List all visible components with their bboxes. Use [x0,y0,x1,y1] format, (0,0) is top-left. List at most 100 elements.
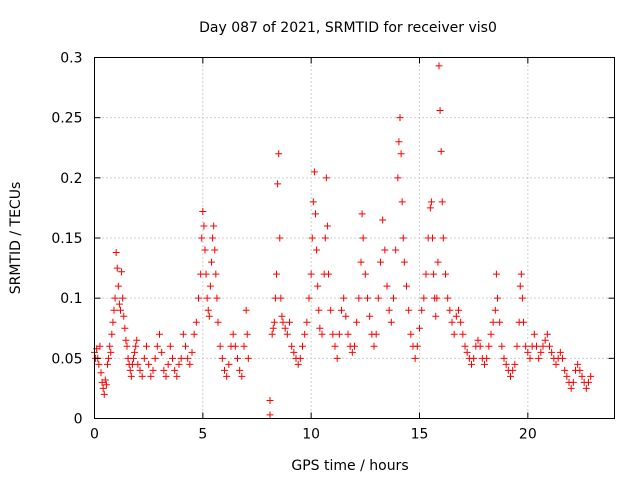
data-point [313,246,321,254]
data-point [323,222,331,230]
axis-ticks [94,57,615,419]
data-point [279,318,287,326]
data-point [432,312,440,320]
data-point [548,348,556,356]
data-point [569,378,577,386]
data-point [392,246,400,254]
data-point [437,147,445,155]
data-point [427,198,435,206]
data-point [351,342,358,350]
data-point [136,366,144,374]
data-point [269,324,277,332]
data-point [283,330,291,338]
data-point [574,360,582,368]
data-point [213,294,221,302]
data-point [340,294,348,302]
data-point [379,216,387,224]
data-point [108,330,116,338]
data-point [104,360,111,368]
data-point [160,366,168,374]
data-point [234,354,241,362]
data-point [533,342,540,350]
data-point [483,354,491,362]
data-point [195,294,202,302]
data-point [112,248,120,256]
data-point [344,330,352,338]
data-point [459,330,467,338]
data-point [274,180,282,188]
data-point [162,372,170,380]
data-point [211,246,219,254]
data-point [357,258,365,266]
data-point [511,360,519,368]
data-point [489,318,497,326]
data-point [101,376,109,384]
data-point [147,372,155,380]
data-point [494,294,501,302]
chart-title: Day 087 of 2021, SRMTID for receiver vis… [199,20,497,36]
data-point [405,306,413,314]
data-point [429,234,436,242]
data-point [444,294,452,302]
data-point [244,354,252,362]
data-point [342,312,350,320]
data-point [294,360,302,368]
data-point [166,342,174,350]
data-point [133,336,141,344]
data-point [509,366,517,374]
data-point [387,318,395,326]
data-point [308,234,316,242]
data-point [561,366,569,374]
data-point [192,318,200,326]
data-point [204,306,212,314]
data-point [556,348,564,356]
data-point [481,360,488,368]
x-tick-labels: 0 5 10 15 20 [90,427,537,443]
data-point [520,318,527,326]
data-point [381,246,389,254]
data-point [138,372,146,380]
y-tick-label: 0.15 [51,231,82,247]
data-point [242,306,250,314]
data-point [585,378,592,386]
data-point [96,342,104,350]
data-point [105,354,113,362]
y-tick-label: 0.1 [60,291,82,307]
y-axis-label: SRMTID / TECUs [8,182,24,295]
data-point [457,318,465,326]
data-point [463,348,471,356]
data-point [438,198,446,206]
data-point [122,336,130,344]
data-point [221,366,228,374]
data-point [522,342,530,350]
data-point [184,354,192,362]
data-point [426,204,434,212]
data-point [374,294,382,302]
data-point [439,234,447,242]
data-point [149,366,157,374]
data-point [413,342,421,350]
data-point [526,354,534,362]
data-point [278,312,286,320]
data-point [563,372,571,380]
data-point [276,234,284,242]
data-point [205,312,213,320]
data-point [407,330,415,338]
data-point [202,270,210,278]
data-point [117,306,124,314]
data-point [436,106,444,114]
data-point [120,312,128,320]
data-point [134,360,142,368]
data-point [316,324,324,332]
data-point [559,354,566,362]
data-point [455,306,462,314]
data-point [296,354,304,362]
data-point [487,330,495,338]
data-point [190,330,198,338]
data-point [243,330,251,338]
data-point [173,372,181,380]
data-point [290,348,298,356]
data-point [502,360,510,368]
data-point [442,270,449,278]
